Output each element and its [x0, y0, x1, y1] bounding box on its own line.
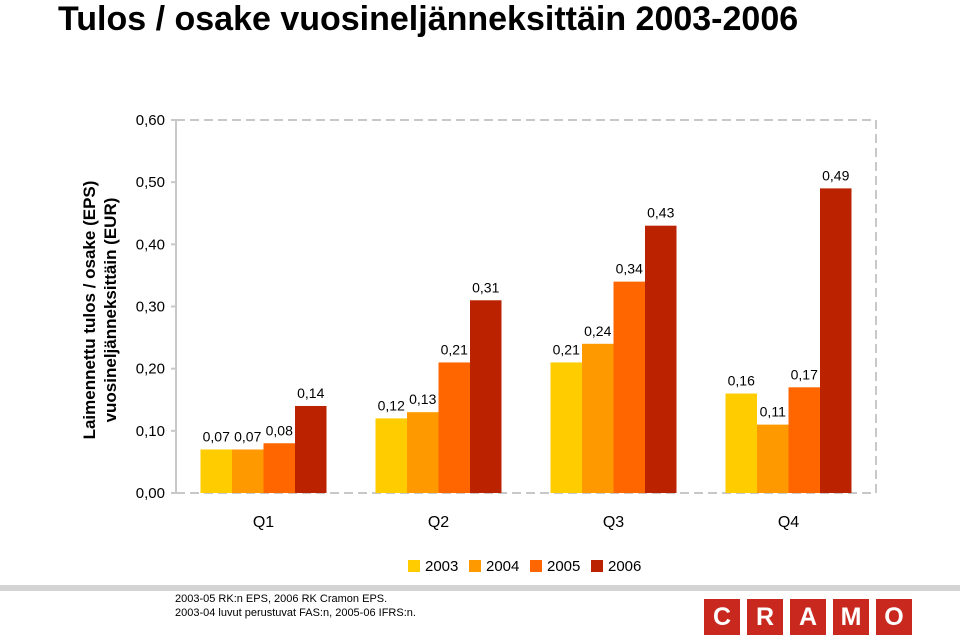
bar-data-label: 0,07 — [203, 428, 230, 444]
legend-swatch — [530, 560, 542, 572]
logo-letter-m: M — [833, 599, 869, 635]
x-category-label: Q2 — [428, 514, 449, 531]
bar-data-label: 0,21 — [441, 341, 468, 357]
bar — [582, 343, 614, 493]
logo-letter-o: O — [876, 599, 912, 635]
bar-data-label: 0,07 — [234, 428, 261, 444]
bar — [375, 418, 407, 493]
x-category-label: Q3 — [603, 514, 624, 531]
bar-data-label: 0,21 — [553, 341, 580, 357]
bar-data-label: 0,17 — [791, 366, 818, 382]
footnote-1: 2003-05 RK:n EPS, 2006 RK Cramon EPS. — [175, 593, 388, 605]
bar — [613, 281, 645, 493]
bar — [232, 449, 264, 493]
legend-label: 2006 — [608, 558, 641, 575]
footnote-divider — [0, 585, 960, 591]
y-tick-label: 0,30 — [136, 299, 165, 316]
logo-letter-c: C — [704, 599, 740, 635]
bar-data-label: 0,43 — [647, 205, 674, 221]
bar — [407, 412, 439, 493]
legend-label: 2004 — [486, 558, 519, 575]
logo-letter-a: A — [790, 599, 826, 635]
bar — [757, 424, 789, 493]
y-tick-label: 0,60 — [136, 112, 165, 129]
bar — [470, 300, 502, 493]
cramo-logo: C R A M O — [704, 599, 912, 635]
bar-data-label: 0,13 — [409, 391, 436, 407]
bar-data-label: 0,16 — [728, 373, 755, 389]
bar-data-label: 0,14 — [297, 385, 324, 401]
legend-swatch — [469, 560, 481, 572]
page-title: Tulos / osake vuosineljänneksittäin 2003… — [58, 0, 799, 38]
bar-data-label: 0,49 — [822, 167, 849, 183]
footnote-2: 2003-04 luvut perustuvat FAS:n, 2005-06 … — [175, 607, 416, 619]
bar-data-label: 0,31 — [472, 279, 499, 295]
y-tick-label: 0,00 — [136, 485, 165, 502]
y-tick-label: 0,40 — [136, 236, 165, 253]
legend-label: 2003 — [425, 558, 458, 575]
y-tick-label: 0,10 — [136, 423, 165, 440]
bar-data-label: 0,12 — [378, 397, 405, 413]
bar — [263, 443, 295, 493]
bar-data-label: 0,24 — [584, 323, 611, 339]
legend-swatch — [408, 560, 420, 572]
footnotes: 2003-05 RK:n EPS, 2006 RK Cramon EPS. 20… — [175, 592, 416, 620]
bar — [295, 405, 327, 493]
bar-data-label: 0,11 — [760, 404, 786, 420]
bar — [788, 387, 820, 493]
eps-bar-chart: 0,00 0,10 0,20 0,30 0,40 0,50 0,60 0,07 0,07 0,08… — [136, 112, 877, 575]
logo-letter-r: R — [747, 599, 783, 635]
bar — [438, 362, 470, 493]
legend-label: 2005 — [547, 558, 580, 575]
legend-swatch — [591, 560, 603, 572]
bar-data-label: 0,34 — [616, 261, 643, 277]
bar — [645, 225, 677, 493]
y-tick-label: 0,50 — [136, 174, 165, 191]
bar-data-label: 0,08 — [266, 422, 293, 438]
bar — [820, 188, 852, 493]
bar — [200, 449, 232, 493]
bar — [550, 362, 582, 493]
y-tick-label: 0,20 — [136, 361, 165, 378]
x-category-label: Q4 — [778, 514, 799, 531]
bar — [725, 393, 757, 493]
x-category-label: Q1 — [253, 514, 274, 531]
